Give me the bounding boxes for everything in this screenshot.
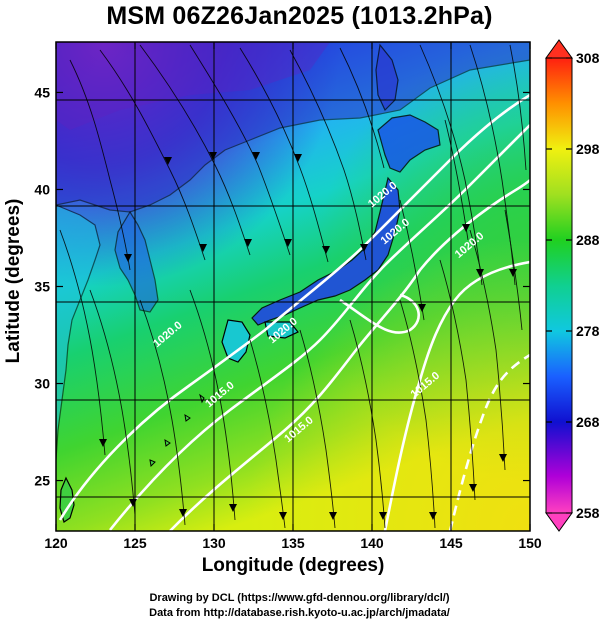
map-title: MSM 06Z26Jan2025 (1013.2hPa) [106,2,493,30]
x-tick-label: 125 [123,535,147,551]
colorbar-tick-label: 268 [576,414,599,430]
colorbar: 258 268 278 288 298 308 [545,39,599,532]
x-axis-ticks: 120 125 130 135 140 145 150 [44,42,542,551]
continent-landmass [56,42,530,213]
colorbar-tick-label: 288 [576,232,599,248]
colorbar-min-arrow [545,512,573,532]
y-axis-ticks: 25 30 35 40 45 [34,84,530,489]
x-tick-label: 140 [360,535,384,551]
taiwan-coastline [59,476,75,523]
credit-drawing: Drawing by DCL (https://www.gfd-dennou.o… [149,592,450,604]
hokkaido-coastline [377,114,441,173]
x-tick-label: 145 [439,535,463,551]
colorbar-max-arrow [545,39,573,59]
x-tick-label: 150 [518,535,542,551]
pressure-contours [58,93,530,531]
credit-data-source: Data from http://database.rish.kyoto-u.a… [149,607,450,619]
wind-streamlines [59,44,527,529]
colorbar-tick-label: 278 [576,323,599,339]
y-tick-label: 25 [34,473,50,489]
kyushu-coastline [221,319,251,363]
china-coastline [56,204,101,461]
colorbar-tick-label: 258 [576,505,599,521]
colorbar-tick-label: 308 [576,50,599,66]
y-tick-label: 40 [34,181,50,197]
colorbar-ticks: 258 268 278 288 298 308 [546,50,599,521]
x-axis-label: Longitude (degrees) [201,555,385,576]
lat-lon-grid [56,42,530,531]
x-tick-label: 135 [281,535,305,551]
y-tick-label: 35 [34,279,50,295]
x-tick-label: 130 [202,535,226,551]
y-axis-label: Latitude (degrees) [3,198,24,364]
colorbar-scale [545,57,573,514]
y-tick-label: 30 [34,376,50,392]
honshu-coastline [251,176,401,326]
korea-coastline [114,210,159,313]
streamline-arrows [99,152,517,520]
y-tick-label: 45 [34,84,50,100]
x-tick-label: 120 [44,535,68,551]
colorbar-tick-label: 298 [576,141,599,157]
